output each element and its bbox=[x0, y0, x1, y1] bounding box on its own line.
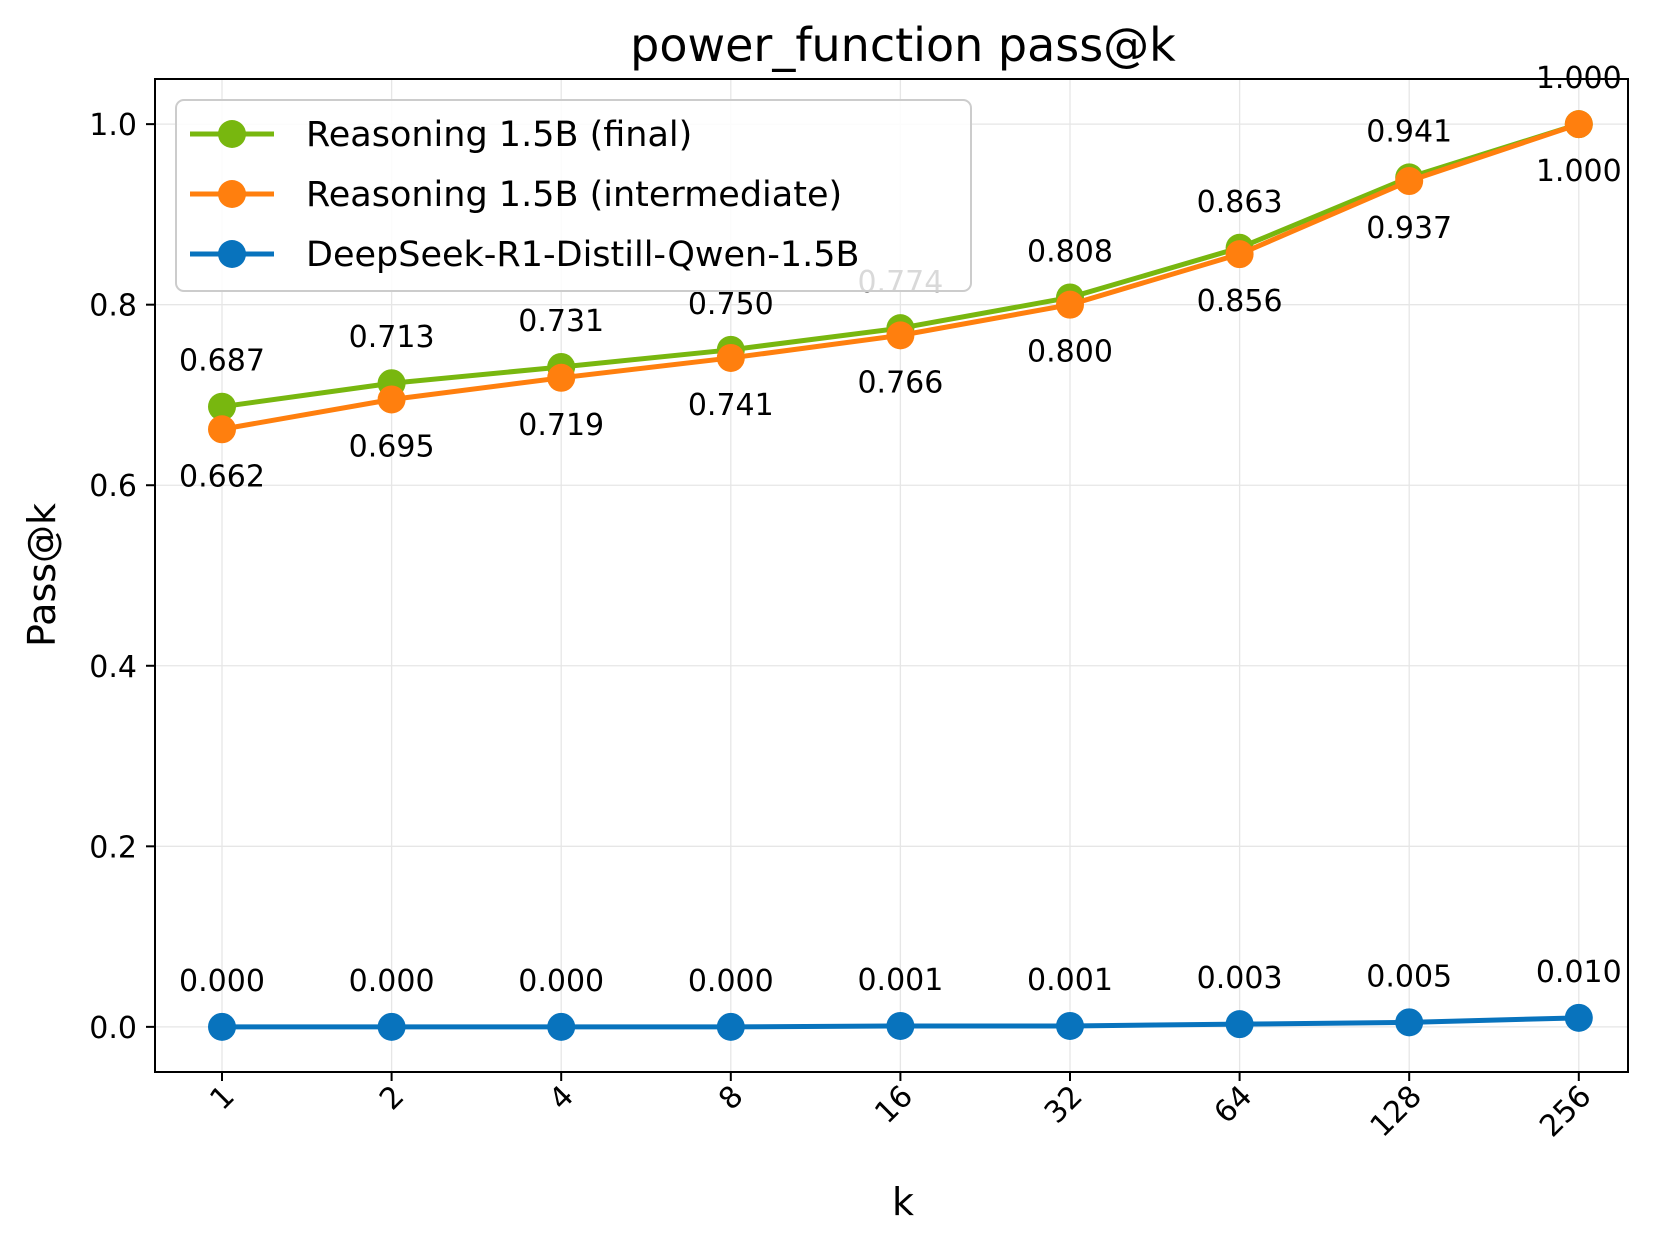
data-point bbox=[1056, 1011, 1084, 1040]
data-label: 0.003 bbox=[1197, 961, 1283, 996]
data-point bbox=[1225, 1010, 1254, 1039]
data-point bbox=[886, 1011, 915, 1040]
legend-label: DeepSeek-R1-Distill-Qwen-1.5B bbox=[306, 235, 860, 275]
data-label: 0.005 bbox=[1366, 959, 1452, 994]
data-label: 0.695 bbox=[349, 429, 435, 464]
data-label: 1.000 bbox=[1536, 154, 1622, 189]
data-label: 0.001 bbox=[857, 963, 943, 998]
data-point bbox=[716, 343, 745, 372]
y-tick-label: 0.4 bbox=[89, 650, 137, 685]
data-label: 0.687 bbox=[179, 344, 265, 379]
data-point bbox=[1395, 1008, 1424, 1037]
y-tick-label: 0.0 bbox=[89, 1011, 137, 1046]
y-tick-label: 0.8 bbox=[89, 289, 137, 324]
y-axis-label: Pass@k bbox=[20, 503, 64, 647]
data-label: 0.662 bbox=[179, 459, 265, 494]
data-point bbox=[377, 1012, 406, 1041]
data-label: 0.937 bbox=[1366, 211, 1452, 246]
y-tick-label: 0.2 bbox=[89, 830, 137, 865]
x-axis-label: k bbox=[892, 1180, 914, 1224]
data-label: 0.731 bbox=[518, 304, 604, 339]
data-point bbox=[1225, 240, 1254, 269]
data-label: 0.856 bbox=[1197, 284, 1283, 319]
plot-frame bbox=[154, 78, 1629, 1073]
data-label: 0.000 bbox=[349, 964, 435, 999]
data-point bbox=[208, 1012, 236, 1041]
data-label: 0.713 bbox=[349, 320, 435, 355]
data-label: 0.000 bbox=[179, 964, 265, 999]
data-label: 0.719 bbox=[518, 408, 604, 443]
data-point bbox=[1395, 167, 1424, 196]
chart-title: power_function pass@k bbox=[630, 18, 1176, 72]
data-point bbox=[208, 415, 236, 444]
legend-marker bbox=[218, 180, 246, 208]
data-label: 0.766 bbox=[857, 365, 943, 400]
y-tick-label: 1.0 bbox=[89, 108, 137, 143]
data-label: 0.741 bbox=[688, 388, 774, 423]
legend-box bbox=[175, 99, 972, 292]
y-tick-label: 0.6 bbox=[89, 469, 137, 504]
data-point bbox=[716, 1012, 745, 1041]
data-point bbox=[1564, 1003, 1593, 1032]
data-label: 0.010 bbox=[1536, 955, 1622, 990]
data-point bbox=[1564, 110, 1593, 139]
data-point bbox=[208, 392, 236, 421]
legend-marker bbox=[218, 240, 246, 268]
data-label: 0.001 bbox=[1027, 963, 1113, 998]
data-point bbox=[377, 385, 406, 414]
data-label: 0.000 bbox=[518, 964, 604, 999]
series-layer bbox=[208, 110, 1593, 1041]
data-label: 0.863 bbox=[1197, 185, 1283, 220]
data-point bbox=[547, 1012, 576, 1041]
data-label: 0.808 bbox=[1027, 234, 1113, 269]
data-point bbox=[547, 363, 576, 392]
data-label: 0.800 bbox=[1027, 335, 1113, 370]
data-label: 0.000 bbox=[688, 964, 774, 999]
legend: Reasoning 1.5B (final) Reasoning 1.5B (in… bbox=[175, 99, 972, 292]
data-labels-layer: 0.6870.7130.7310.7500.7740.8080.8630.941… bbox=[179, 61, 1622, 999]
data-label: 0.750 bbox=[688, 287, 774, 322]
legend-label: Reasoning 1.5B (final) bbox=[306, 115, 692, 155]
legend-marker bbox=[218, 120, 246, 148]
data-label: 0.941 bbox=[1366, 114, 1452, 149]
data-point bbox=[1056, 290, 1084, 319]
data-point bbox=[886, 321, 915, 350]
legend-label: Reasoning 1.5B (intermediate) bbox=[306, 175, 842, 215]
